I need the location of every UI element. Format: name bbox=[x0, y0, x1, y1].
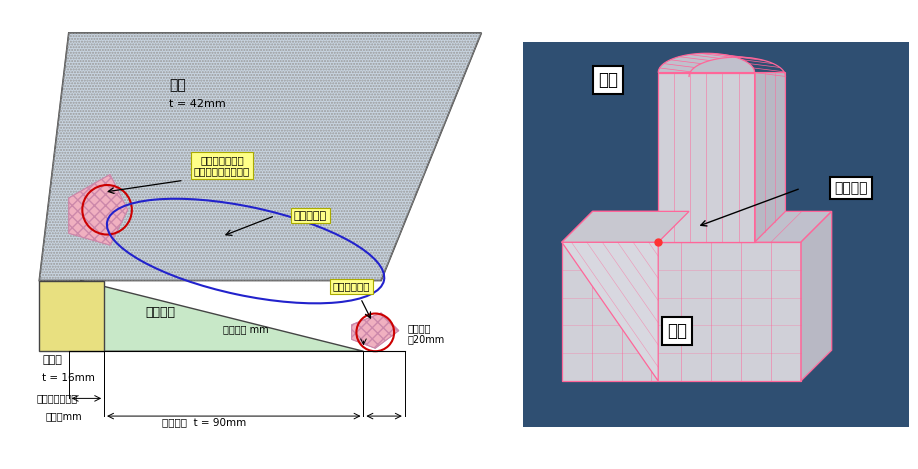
Text: t = 42mm: t = 42mm bbox=[169, 98, 226, 109]
Text: t = 16mm: t = 16mm bbox=[42, 373, 95, 383]
Text: ウェブギャップ: ウェブギャップ bbox=[37, 393, 77, 403]
Text: き裂発生位置: き裂発生位置 bbox=[333, 281, 371, 291]
Polygon shape bbox=[755, 73, 786, 242]
Polygon shape bbox=[562, 212, 832, 242]
Bar bbox=[39, 280, 104, 351]
Text: ０～２mm: ０～２mm bbox=[45, 411, 82, 421]
Text: 開先加工による
溶け込みが見られる: 開先加工による 溶け込みが見られる bbox=[194, 155, 250, 176]
Polygon shape bbox=[658, 73, 755, 242]
Text: 三角バー: 三角バー bbox=[145, 306, 175, 319]
Polygon shape bbox=[81, 280, 364, 351]
Polygon shape bbox=[69, 174, 128, 245]
Polygon shape bbox=[39, 33, 481, 280]
Polygon shape bbox=[800, 212, 832, 381]
Polygon shape bbox=[562, 242, 800, 381]
Polygon shape bbox=[562, 212, 689, 242]
Polygon shape bbox=[658, 53, 755, 73]
Text: 円柱: 円柱 bbox=[169, 78, 185, 92]
Text: 三角バー  t = 90mm: 三角バー t = 90mm bbox=[162, 417, 246, 427]
Text: ウェブ: ウェブ bbox=[42, 355, 62, 365]
Polygon shape bbox=[352, 313, 398, 348]
Text: 不溶着区間: 不溶着区間 bbox=[294, 211, 327, 221]
Text: 約３～４ mm: 約３～４ mm bbox=[223, 325, 268, 334]
Text: 横梁: 横梁 bbox=[667, 322, 688, 340]
Text: 円柱: 円柱 bbox=[599, 71, 618, 89]
Text: ビード幅
約20mm: ビード幅 約20mm bbox=[408, 323, 445, 344]
Polygon shape bbox=[562, 242, 658, 381]
Text: 三角バー: 三角バー bbox=[834, 181, 868, 195]
